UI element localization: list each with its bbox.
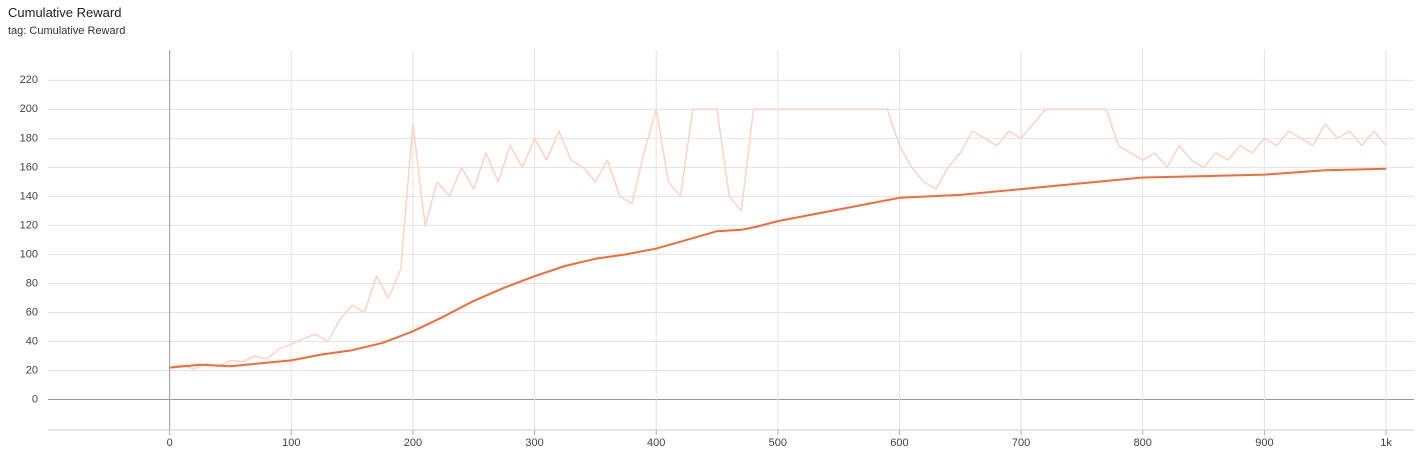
x-tick-label: 500 (769, 437, 787, 449)
x-tick-label: 200 (404, 437, 422, 449)
y-tick-label: 20 (26, 364, 38, 376)
y-tick-label: 60 (26, 306, 38, 318)
y-tick-label: 220 (20, 74, 38, 86)
y-tick-label: 180 (20, 132, 38, 144)
x-tick-label: 900 (1255, 437, 1273, 449)
chart-title: Cumulative Reward (8, 5, 121, 20)
x-tick-label: 1k (1380, 437, 1392, 449)
x-tick-label: 0 (167, 437, 173, 449)
y-tick-label: 160 (20, 161, 38, 173)
data-line (169, 108, 1387, 370)
x-tick-label: 600 (890, 437, 908, 449)
x-tick-label: 100 (282, 437, 300, 449)
y-tick-label: 120 (20, 219, 38, 231)
y-tick-label: 80 (26, 277, 38, 289)
y-tick-label: 0 (32, 393, 38, 405)
y-tick-label: 40 (26, 335, 38, 347)
chart-subtitle: tag: Cumulative Reward (8, 25, 125, 37)
y-tick-label: 100 (20, 248, 38, 260)
x-tick-label: 300 (525, 437, 543, 449)
y-tick-label: 200 (20, 103, 38, 115)
data-line (169, 167, 1387, 369)
y-tick-label: 140 (20, 190, 38, 202)
x-tick-label: 400 (647, 437, 665, 449)
x-tick-label: 800 (1134, 437, 1152, 449)
x-tick-label: 700 (1012, 437, 1030, 449)
